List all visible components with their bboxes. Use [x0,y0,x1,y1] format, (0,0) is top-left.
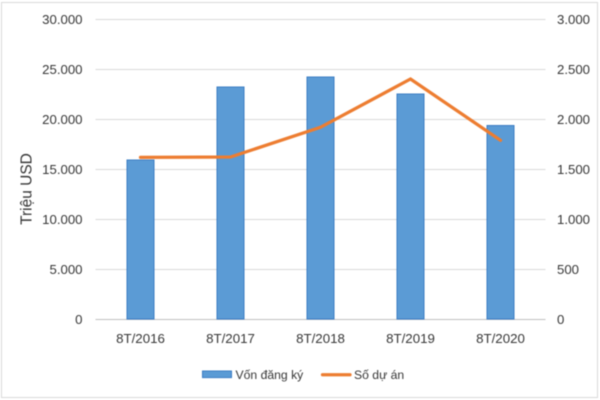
svg-text:2.500: 2.500 [557,62,590,77]
svg-text:Triệu USD: Triệu USD [19,153,36,225]
svg-text:25.000: 25.000 [42,62,82,77]
svg-text:8T/2020: 8T/2020 [476,331,525,346]
svg-text:Vốn đăng ký: Vốn đăng ký [236,368,305,382]
svg-text:8T/2017: 8T/2017 [206,331,255,346]
svg-text:3.000: 3.000 [557,12,590,27]
svg-text:30.000: 30.000 [42,12,82,27]
svg-text:1.500: 1.500 [557,162,590,177]
svg-text:Số dự án: Số dự án [354,368,404,382]
svg-text:15.000: 15.000 [42,162,82,177]
svg-text:0: 0 [557,312,564,327]
svg-text:8T/2018: 8T/2018 [296,331,345,346]
svg-text:2.000: 2.000 [557,112,590,127]
svg-text:10.000: 10.000 [42,212,82,227]
svg-text:8T/2016: 8T/2016 [116,331,165,346]
svg-text:500: 500 [557,262,579,277]
svg-text:8T/2019: 8T/2019 [386,331,435,346]
svg-text:0: 0 [75,312,82,327]
svg-text:1.000: 1.000 [557,212,590,227]
svg-text:5.000: 5.000 [49,262,82,277]
svg-text:20.000: 20.000 [42,112,82,127]
